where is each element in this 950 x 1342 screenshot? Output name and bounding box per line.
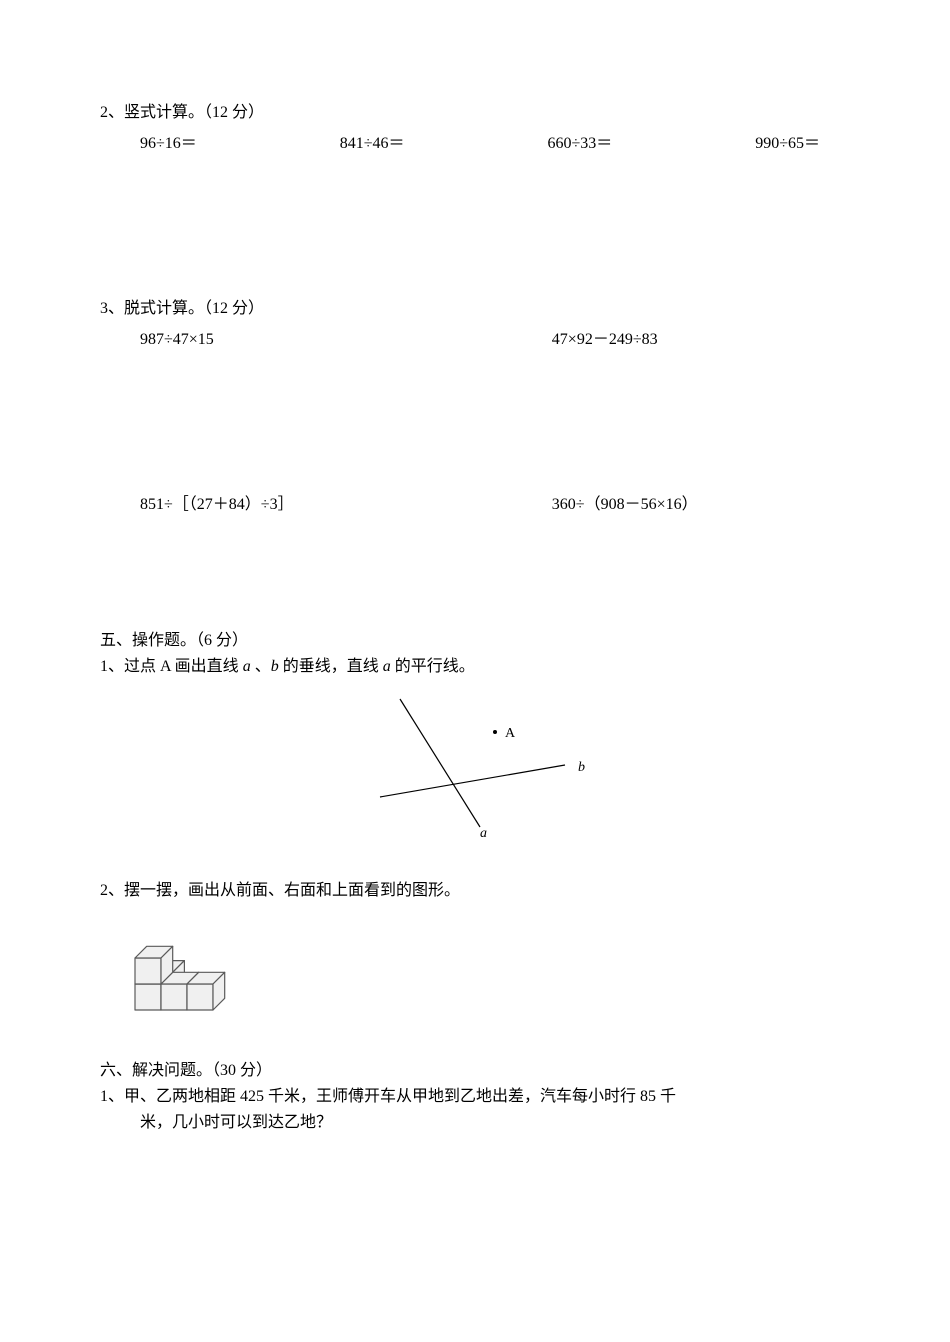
q5-sub1-text: 1、过点 A 画出直线 a 、b 的垂线，直线 a 的平行线。 [100,654,850,680]
q5-sub1-var-a: a [243,658,251,675]
q5-sub2-text: 2、摆一摆，画出从前面、右面和上面看到的图形。 [100,878,850,904]
q5-sub1-figure: Aa b [100,689,850,848]
q5-section-title: 五、操作题。（6 分） [100,628,850,654]
lines-diagram: Aa b [335,689,615,839]
q2-item-2: 841÷46＝ [340,131,405,157]
q3-r2-right: 360÷（908－56×16） [552,492,850,518]
q3-r2-left: 851÷［（27＋84）÷3］ [140,492,552,518]
q3-r1-right: 47×92－249÷83 [552,327,850,353]
cubes-diagram [125,933,235,1018]
q5-sub1-mid1: 、 [251,658,271,675]
q5-sub1-prefix: 1、过点 A 画出直线 [100,658,243,675]
q6-section-title: 六、解决问题。（30 分） [100,1058,850,1084]
q3-row-1: 987÷47×15 47×92－249÷83 [100,327,850,353]
q2-item-4: 990÷65＝ [755,131,820,157]
q5-sub2-figure [125,933,850,1018]
q2-item-1: 96÷16＝ [140,131,197,157]
q2-equations: 96÷16＝ 841÷46＝ 660÷33＝ 990÷65＝ [100,131,850,157]
q5-sub1-mid2: 的垂线，直线 [279,658,383,675]
q5-sub1-var-b: b [271,658,279,675]
q3-row-2: 851÷［（27＋84）÷3］ 360÷（908－56×16） [100,492,850,518]
svg-text:a: a [480,826,487,839]
svg-text:A: A [505,726,516,741]
svg-text:b: b [578,760,585,775]
q6-sub1-line2: 米，几小时可以到达乙地？ [100,1110,850,1136]
q6-sub1-line1: 1、甲、乙两地相距 425 千米，王师傅开车从甲地到乙地出差，汽车每小时行 85… [100,1084,850,1110]
q5-sub1-var-a2: a [383,658,391,675]
q3-title: 3、脱式计算。（12 分） [100,296,850,322]
q6-sub1: 1、甲、乙两地相距 425 千米，王师傅开车从甲地到乙地出差，汽车每小时行 85… [100,1084,850,1135]
q3-r1-left: 987÷47×15 [140,327,552,353]
q2-title: 2、竖式计算。（12 分） [100,100,850,126]
q2-item-3: 660÷33＝ [547,131,612,157]
q5-sub1-suffix: 的平行线。 [391,658,475,675]
